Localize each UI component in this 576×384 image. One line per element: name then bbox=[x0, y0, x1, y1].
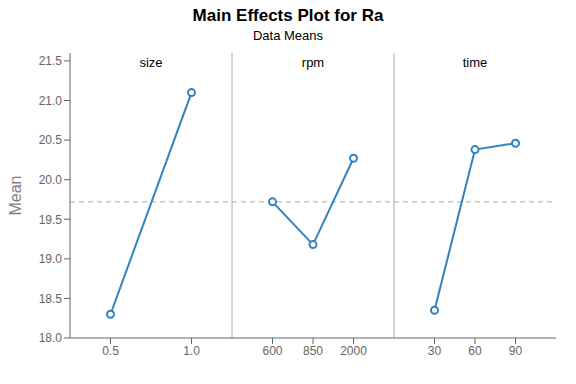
svg-text:18.5: 18.5 bbox=[39, 292, 63, 306]
svg-text:18.0: 18.0 bbox=[39, 331, 63, 345]
svg-text:90: 90 bbox=[509, 344, 523, 358]
svg-text:30: 30 bbox=[428, 344, 442, 358]
svg-text:time: time bbox=[463, 55, 488, 70]
html-text:Main Effects Plot for Ra: Main Effects Plot for Ra bbox=[192, 6, 384, 25]
svg-text:1.0: 1.0 bbox=[183, 344, 200, 358]
svg-text:19.5: 19.5 bbox=[39, 213, 63, 227]
svg-text:Mean: Mean bbox=[7, 175, 24, 215]
svg-text:size: size bbox=[139, 55, 162, 70]
svg-text:20.5: 20.5 bbox=[39, 133, 63, 147]
svg-text:2000: 2000 bbox=[340, 344, 367, 358]
svg-text:rpm: rpm bbox=[302, 55, 324, 70]
svg-text:60: 60 bbox=[468, 344, 482, 358]
svg-text:21.5: 21.5 bbox=[39, 54, 63, 68]
svg-text:850: 850 bbox=[303, 344, 323, 358]
svg-text:21.0: 21.0 bbox=[39, 94, 63, 108]
svg-text:19.0: 19.0 bbox=[39, 252, 63, 266]
svg-text:600: 600 bbox=[262, 344, 282, 358]
svg-text:20.0: 20.0 bbox=[39, 173, 63, 187]
svg-text:0.5: 0.5 bbox=[102, 344, 119, 358]
html-text:Data Means: Data Means bbox=[253, 28, 323, 43]
